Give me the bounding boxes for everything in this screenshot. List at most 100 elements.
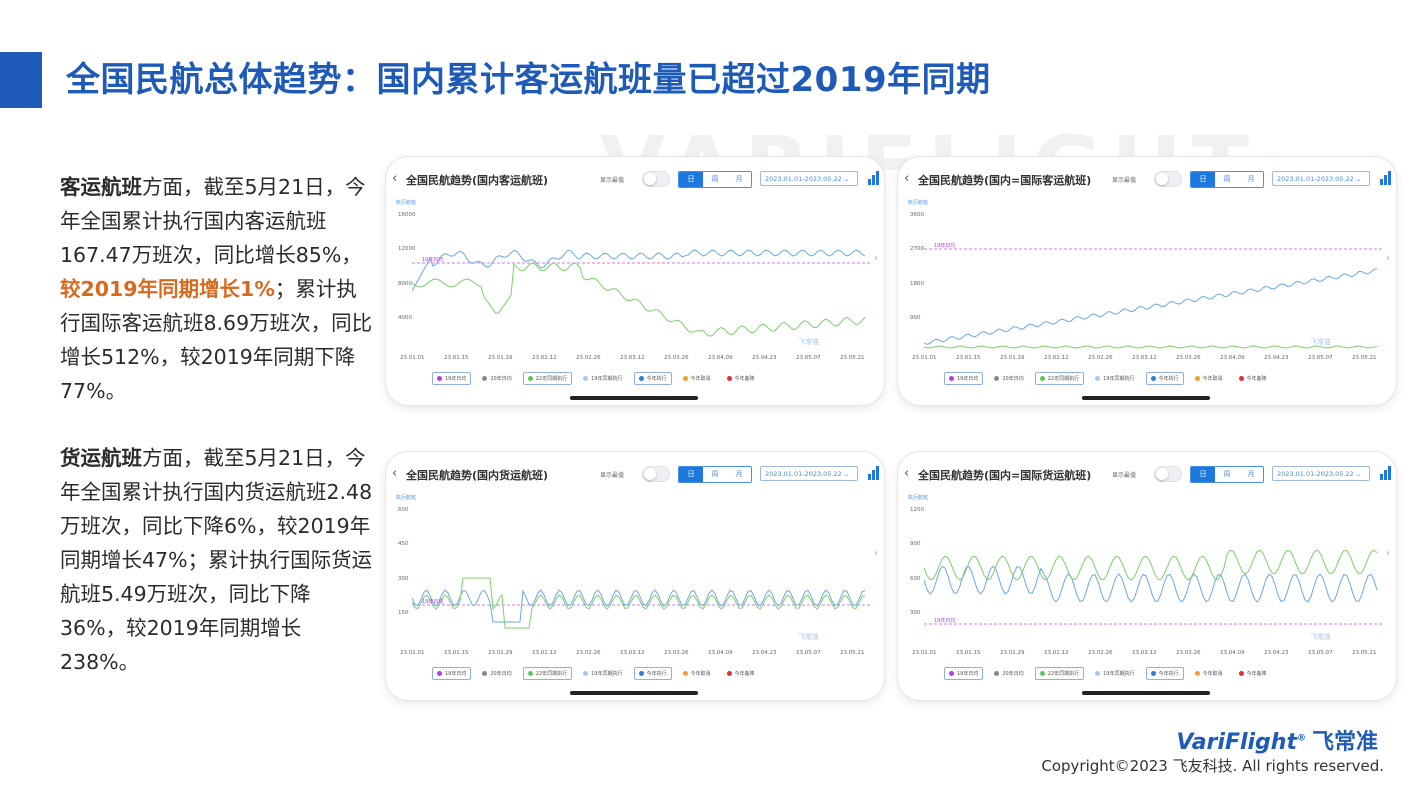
last-year-line [412,262,866,337]
legend-dot-icon [1150,671,1156,676]
x-tick-label: 23.01.01 [912,650,937,656]
legend-label: 今年取消 [690,376,711,382]
bar-chart-icon[interactable] [868,171,880,185]
period-tab[interactable]: 日 [679,467,703,482]
legend-item[interactable]: 19年同期执行 [1090,667,1139,680]
y-axis-unit: 执行航班 [908,495,929,501]
legend-dot-icon [482,376,488,381]
legend-dot-icon [1238,376,1244,381]
period-tab[interactable]: 月 [1239,172,1263,187]
legend-dot-icon [1095,671,1101,676]
legend-item[interactable]: 22年同期执行 [522,667,573,680]
x-tick-label: 23.02.12 [532,650,557,656]
period-tab[interactable]: 日 [679,172,703,187]
legend-item[interactable]: 19年同期执行 [578,372,627,385]
period-tab[interactable]: 周 [1215,172,1239,187]
chart-header: ‹ 全国民航趋势(国内=国际货运航班) 显示最值 日周月 2023.01.01-2023… [898,464,1396,486]
x-tick-label: 23.02.12 [1044,355,1069,361]
legend-item[interactable]: 19年日均 [432,372,472,385]
legend-item[interactable]: 今年取消 [1190,667,1228,680]
legend-item[interactable]: 今年执行 [633,372,672,385]
x-tick-label: 23.02.26 [1088,355,1113,361]
legend-dot-icon [527,376,533,381]
period-tab[interactable]: 日 [1191,467,1215,482]
legend-item[interactable]: 今年备降 [722,372,760,385]
back-icon[interactable]: ‹ [392,171,398,186]
x-tick-label: 23.01.01 [400,650,425,656]
legend-item[interactable]: 今年取消 [1190,372,1228,385]
legend-item[interactable]: 今年备降 [1234,667,1272,680]
legend-dot-icon [437,671,442,676]
show-extremes-toggle[interactable] [1154,466,1182,482]
legend-item[interactable]: 今年备降 [722,667,760,680]
period-tab[interactable]: 周 [1215,467,1239,482]
date-range-select[interactable]: 2023.01.01-2023.05.22 ⌄ [1272,466,1370,481]
legend-item[interactable]: 20年日均 [989,667,1028,680]
period-tab[interactable]: 月 [727,172,751,187]
legend-item[interactable]: 20年日均 [477,372,516,385]
chart-header: ‹ 全国民航趋势(国内客运航班) 显示最值 日周月 2023.01.01-2023.05… [386,169,884,191]
date-range-select[interactable]: 2023.01.01-2023.05.22 ⌄ [1272,171,1370,186]
legend-item[interactable]: 19年同期执行 [1090,372,1139,385]
chevron-right-icon[interactable]: › [1386,548,1390,559]
show-extremes-toggle[interactable] [642,466,670,482]
period-tab[interactable]: 周 [703,172,727,187]
legend-label: 今年备降 [734,671,755,677]
chevron-right-icon[interactable]: › [874,548,878,559]
legend-item[interactable]: 22年同期执行 [1034,667,1085,680]
x-tick-label: 23.05.21 [840,355,865,361]
bar-chart-icon[interactable] [1380,171,1392,185]
legend-item[interactable]: 20年日均 [477,667,516,680]
brand-name: VariFlight [1176,730,1297,755]
back-icon[interactable]: ‹ [904,466,910,481]
chevron-right-icon[interactable]: › [1386,253,1390,264]
legend-dot-icon [1039,376,1045,381]
x-tick-label: 23.01.15 [444,650,469,656]
bar-chart-icon[interactable] [1380,466,1392,480]
legend-item[interactable]: 20年日均 [989,372,1028,385]
bar-chart-icon[interactable] [868,466,880,480]
x-tick-label: 23.03.26 [664,650,689,656]
show-extremes-toggle[interactable] [642,171,670,187]
legend-item[interactable]: 今年备降 [1234,372,1272,385]
date-range-select[interactable]: 2023.01.01-2023.05.22 ⌄ [760,171,858,186]
x-tick-label: 23.01.15 [956,650,981,656]
legend-dot-icon [949,671,954,676]
legend-label: 22年同期执行 [535,671,568,677]
date-range-select[interactable]: 2023.01.01-2023.05.22 ⌄ [760,466,858,481]
y-tick-label: 1200 [910,507,924,513]
y-tick-label: 300 [910,610,921,616]
legend-item[interactable]: 今年取消 [678,372,716,385]
legend-dot-icon [1194,671,1200,676]
legend-item[interactable]: 19年日均 [944,372,984,385]
legend-item[interactable]: 19年日均 [944,667,984,680]
x-tick-label: 23.04.09 [708,650,733,656]
trend-plot [924,549,1382,625]
period-tab[interactable]: 月 [727,467,751,482]
chart-legend: 19年日均 20年日均 22年同期执行 19年同期执行 今年执行 今年取消 今年备降 [944,372,1272,385]
legend-label: 22年同期执行 [535,376,568,382]
back-icon[interactable]: ‹ [904,171,910,186]
legend-item[interactable]: 22年同期执行 [522,372,573,385]
legend-item[interactable]: 今年执行 [1145,372,1184,385]
period-tab[interactable]: 周 [703,467,727,482]
x-tick-label: 23.05.07 [796,355,821,361]
legend-item[interactable]: 19年同期执行 [578,667,627,680]
brand-mark: ® [1296,733,1306,744]
x-tick-label: 23.05.21 [840,650,865,656]
legend-label: 今年执行 [1158,671,1179,677]
period-tab[interactable]: 月 [1239,467,1263,482]
chevron-right-icon[interactable]: › [874,253,878,264]
toggle-label: 显示最值 [600,472,625,479]
legend-item[interactable]: 今年执行 [1145,667,1184,680]
legend-item[interactable]: 22年同期执行 [1034,372,1085,385]
chart-header: ‹ 全国民航趋势(国内货运航班) 显示最值 日周月 2023.01.01-2023.05… [386,464,884,486]
back-icon[interactable]: ‹ [392,466,398,481]
y-tick-label: 150 [398,610,409,616]
legend-item[interactable]: 今年取消 [678,667,716,680]
legend-item[interactable]: 今年执行 [633,667,672,680]
show-extremes-toggle[interactable] [1154,171,1182,187]
period-tab[interactable]: 日 [1191,172,1215,187]
reference-line-label: 19年日均 [934,243,956,249]
legend-item[interactable]: 19年日均 [432,667,472,680]
